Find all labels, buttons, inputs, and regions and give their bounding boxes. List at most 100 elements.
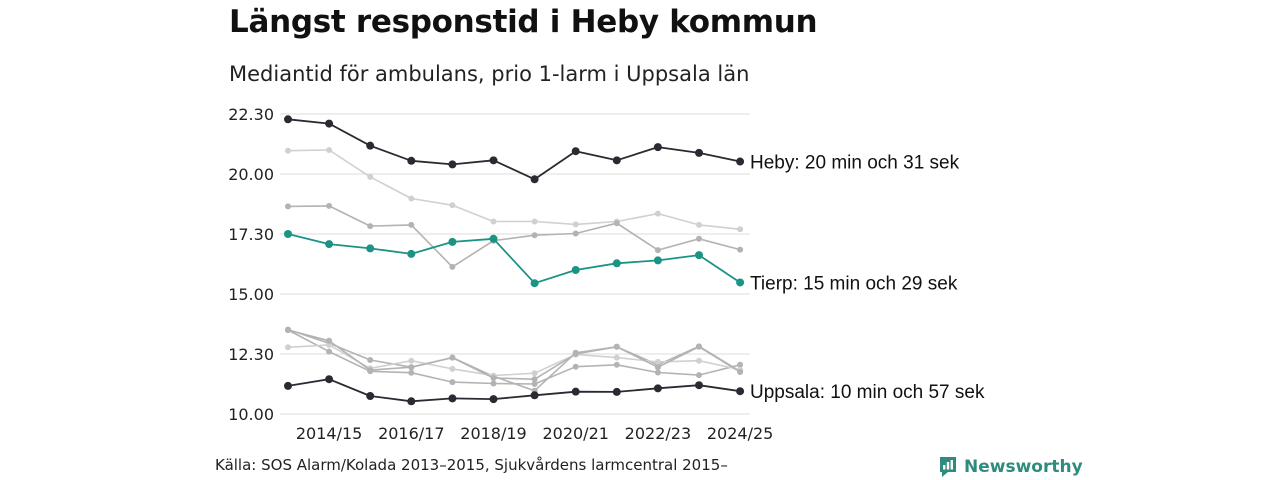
x-axis: 2014/15 2016/17 2018/19 2020/21 2022/23 2024/… [296, 424, 773, 443]
grid-lines [280, 113, 750, 415]
data-point [613, 220, 620, 227]
data-point [572, 351, 579, 357]
data-point [326, 202, 333, 209]
data-point [737, 361, 744, 368]
data-point [613, 354, 620, 361]
data-point [613, 361, 620, 368]
y-tick-label: 12.30 [228, 345, 274, 364]
data-point [736, 278, 745, 287]
data-point [325, 240, 334, 249]
data-point [737, 246, 744, 253]
data-point [325, 119, 334, 128]
data-point [695, 148, 703, 157]
data-point [737, 369, 744, 375]
y-tick-label: 15.00 [228, 285, 274, 304]
data-point [696, 221, 702, 228]
x-tick-label: 2014/15 [296, 424, 362, 443]
data-point [449, 379, 456, 386]
data-point [449, 202, 456, 209]
series-line [287, 378, 741, 403]
data-point [326, 337, 333, 344]
data-point [572, 221, 579, 228]
data-point [284, 381, 292, 390]
series-line [287, 118, 741, 181]
data-point [285, 203, 291, 210]
data-point [326, 147, 333, 153]
data-point [654, 364, 661, 371]
data-point [448, 160, 457, 169]
series-lines [284, 115, 745, 406]
data-point [530, 279, 539, 288]
logo-text: Newsworthy [964, 457, 1083, 477]
data-point [696, 372, 702, 379]
data-point [654, 369, 661, 376]
x-tick-label: 2024/25 [707, 424, 773, 443]
data-point [367, 223, 374, 230]
data-point [285, 147, 291, 154]
series-uppsala [284, 375, 745, 406]
data-point [489, 156, 498, 165]
x-tick-label: 2020/21 [542, 424, 608, 443]
data-point [285, 344, 291, 351]
data-point [531, 218, 538, 225]
y-tick-label: 10.00 [228, 405, 274, 424]
series-heby [284, 115, 745, 184]
data-point [612, 156, 621, 165]
data-point [284, 115, 292, 124]
series-end-label: Heby: 20 min och 31 sek [750, 153, 960, 174]
series-kommun-a [285, 147, 744, 233]
data-point [612, 259, 621, 268]
newsworthy-logo-icon [940, 457, 956, 477]
series-kommun-d [285, 326, 744, 394]
data-point [531, 381, 538, 387]
data-point [366, 392, 375, 400]
data-point [530, 391, 539, 400]
series-line [287, 149, 741, 230]
series-end-label: Tierp: 15 min och 29 sek [750, 273, 958, 294]
data-point [695, 251, 703, 260]
data-point [366, 244, 375, 253]
data-point [737, 226, 744, 233]
data-point [408, 364, 415, 371]
data-point [571, 266, 580, 274]
data-point [489, 234, 498, 243]
data-point [326, 348, 333, 355]
y-tick-label: 20.00 [228, 165, 274, 184]
data-point [654, 210, 661, 217]
y-tick-label: 17.30 [228, 225, 274, 244]
y-tick-label: 22.30 [228, 105, 274, 124]
data-point [366, 141, 375, 150]
data-point [695, 381, 703, 390]
data-point [696, 357, 702, 364]
data-point [490, 375, 497, 381]
data-point [653, 256, 662, 265]
data-point [696, 343, 702, 350]
data-point [572, 230, 579, 237]
data-point [489, 395, 498, 404]
data-point [612, 387, 621, 396]
data-point [613, 343, 620, 350]
series-line [287, 205, 741, 268]
x-tick-label: 2022/23 [625, 424, 691, 443]
data-point [736, 387, 745, 396]
data-point [571, 387, 580, 396]
data-point [696, 235, 702, 242]
series-end-labels: Heby: 20 min och 31 sek Tierp: 15 min och… [750, 153, 985, 404]
data-point [449, 365, 456, 372]
data-point [531, 232, 538, 239]
data-point [407, 156, 416, 165]
chart-subtitle: Mediantid för ambulans, prio 1-larm i Up… [229, 62, 750, 86]
series-kommun-f [285, 327, 744, 383]
data-point [367, 357, 374, 363]
data-point [449, 354, 456, 361]
source-note: Källa: SOS Alarm/Kolada 2013–2015, Sjukv… [215, 456, 728, 474]
data-point [653, 143, 662, 152]
data-point [571, 147, 580, 156]
data-point [654, 247, 661, 254]
data-point [531, 370, 538, 377]
series-line [287, 329, 741, 385]
data-point [490, 218, 497, 225]
data-point [408, 221, 415, 228]
data-point [736, 157, 745, 166]
